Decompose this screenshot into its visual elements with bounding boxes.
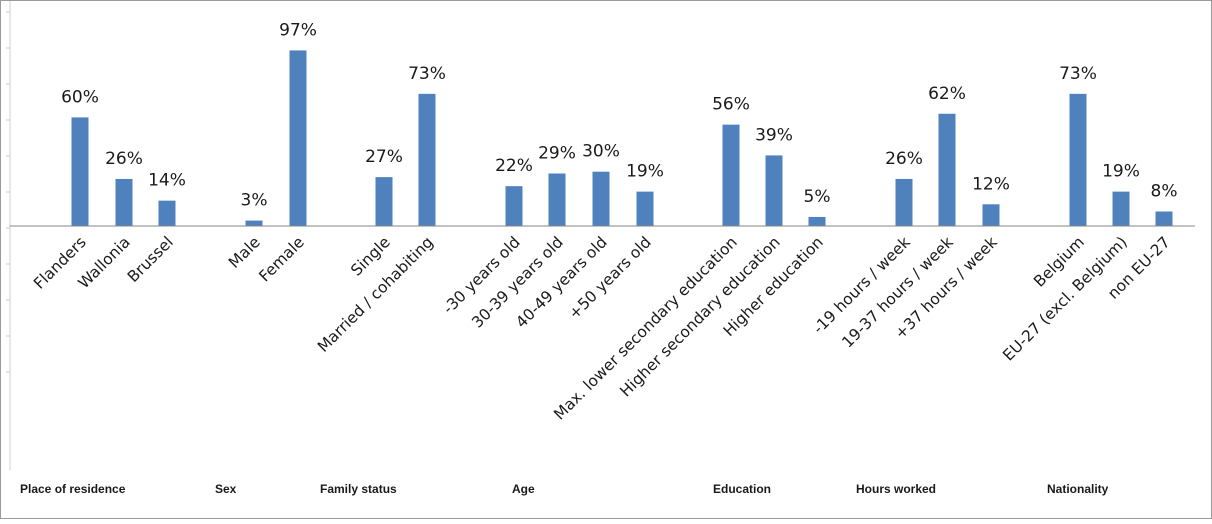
bar-higher-education — [808, 216, 826, 226]
bar-37-hours-week — [982, 204, 1000, 226]
bar-50-years-old — [636, 191, 654, 226]
value-label-30-years-old: 22% — [495, 156, 533, 176]
group-labels: Place of residence Sex Family status Age Edu… — [20, 482, 1109, 496]
bar-belgium — [1069, 93, 1087, 227]
group-label-nationality: Nationality — [1047, 482, 1109, 496]
bar-30-years-old — [505, 186, 523, 226]
bar-higher-secondary-education — [765, 155, 783, 226]
value-label-40-49-years-old: 30% — [582, 142, 620, 162]
bar-max-lower-secondary-education — [722, 124, 740, 226]
group-label-family-status: Family status — [320, 482, 397, 496]
value-label-married-cohabiting: 73% — [408, 64, 446, 84]
value-label-eu-27-excl-belgium: 19% — [1102, 162, 1140, 182]
value-label-wallonia: 26% — [105, 149, 143, 169]
value-label-female: 97% — [279, 20, 317, 40]
value-label-non-eu-27: 8% — [1151, 182, 1178, 202]
bar-female — [289, 50, 307, 227]
bar-eu-27-excl-belgium — [1112, 191, 1130, 226]
left-tick-marks — [6, 11, 10, 373]
group-label-education: Education — [713, 482, 771, 496]
bar-series — [71, 50, 1173, 227]
value-label-higher-education: 5% — [804, 187, 831, 207]
value-label-30-39-years-old: 29% — [538, 144, 576, 164]
bar-non-eu-27 — [1155, 211, 1173, 226]
bar-40-49-years-old — [592, 171, 610, 226]
value-label-max-lower-secondary-education: 56% — [712, 95, 750, 115]
group-label-hours-worked: Hours worked — [856, 482, 936, 496]
bar-19-37-hours-week — [938, 113, 956, 226]
bar-30-39-years-old — [548, 173, 566, 226]
value-label-male: 3% — [241, 191, 268, 211]
value-label-19-hours-week: 26% — [885, 149, 923, 169]
group-label-age: Age — [512, 482, 535, 496]
value-label-single: 27% — [365, 147, 403, 167]
group-label-sex: Sex — [215, 482, 237, 496]
bar-wallonia — [115, 178, 133, 226]
bar-male — [245, 220, 263, 226]
value-label-50-years-old: 19% — [626, 162, 664, 182]
bar-single — [375, 177, 393, 226]
bar-married-cohabiting — [418, 93, 436, 227]
value-label-belgium: 73% — [1059, 64, 1097, 84]
value-label-37-hours-week: 12% — [972, 174, 1010, 194]
value-label-higher-secondary-education: 39% — [755, 125, 793, 145]
value-label-brussel: 14% — [148, 171, 186, 191]
value-labels: 60%26%14%3%97%27%73%22%29% 30%19%56%39%5%… — [61, 20, 1177, 210]
value-label-19-37-hours-week: 62% — [928, 84, 966, 104]
bar-flanders — [71, 117, 89, 226]
bar-19-hours-week — [895, 178, 913, 226]
value-label-flanders: 60% — [61, 87, 99, 107]
bar-brussel — [158, 200, 176, 226]
group-label-place-of-residence: Place of residence — [20, 482, 126, 496]
